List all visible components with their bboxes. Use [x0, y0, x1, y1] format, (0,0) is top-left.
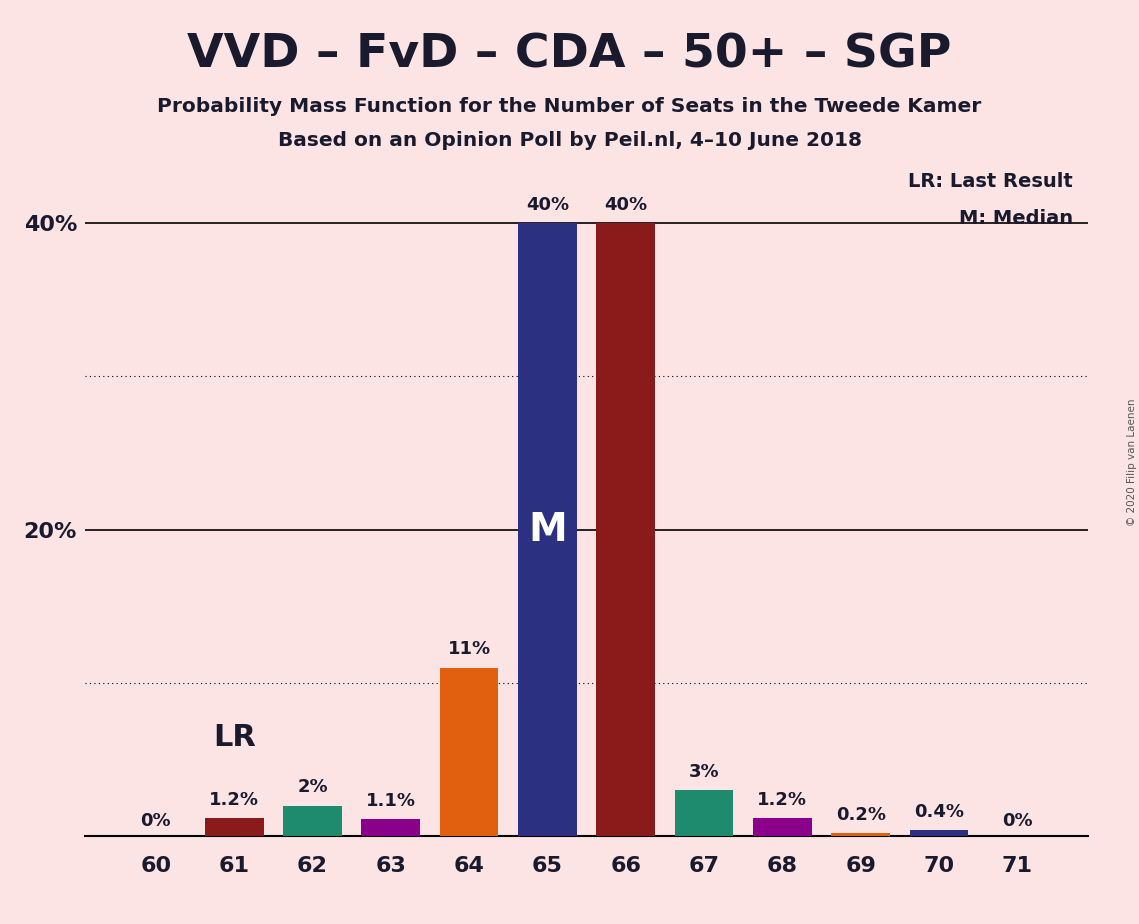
Text: LR: Last Result: LR: Last Result — [908, 172, 1073, 191]
Text: 1.1%: 1.1% — [366, 792, 416, 810]
Text: 40%: 40% — [604, 196, 647, 213]
Text: 2%: 2% — [297, 778, 328, 796]
Text: 0%: 0% — [140, 812, 171, 830]
Bar — [284, 806, 342, 836]
Text: Probability Mass Function for the Number of Seats in the Tweede Kamer: Probability Mass Function for the Number… — [157, 97, 982, 116]
Text: © 2020 Filip van Laenen: © 2020 Filip van Laenen — [1126, 398, 1137, 526]
Bar — [205, 818, 263, 836]
Text: Based on an Opinion Poll by Peil.nl, 4–10 June 2018: Based on an Opinion Poll by Peil.nl, 4–1… — [278, 131, 861, 151]
Text: 1.2%: 1.2% — [757, 791, 808, 808]
Text: 0.2%: 0.2% — [836, 806, 886, 824]
Bar — [674, 790, 734, 836]
Text: VVD – FvD – CDA – 50+ – SGP: VVD – FvD – CDA – 50+ – SGP — [187, 32, 952, 78]
Text: M: M — [528, 511, 567, 549]
Bar — [518, 223, 576, 836]
Text: 11%: 11% — [448, 640, 491, 659]
Bar — [440, 667, 499, 836]
Bar — [831, 833, 890, 836]
Bar — [361, 820, 420, 836]
Bar — [753, 818, 812, 836]
Text: 3%: 3% — [689, 763, 720, 781]
Text: 1.2%: 1.2% — [210, 791, 260, 808]
Bar — [910, 830, 968, 836]
Text: 40%: 40% — [526, 196, 570, 213]
Text: M: Median: M: Median — [959, 209, 1073, 228]
Text: 0.4%: 0.4% — [913, 803, 964, 821]
Text: 0%: 0% — [1002, 812, 1033, 830]
Bar — [597, 223, 655, 836]
Text: LR: LR — [213, 723, 255, 752]
